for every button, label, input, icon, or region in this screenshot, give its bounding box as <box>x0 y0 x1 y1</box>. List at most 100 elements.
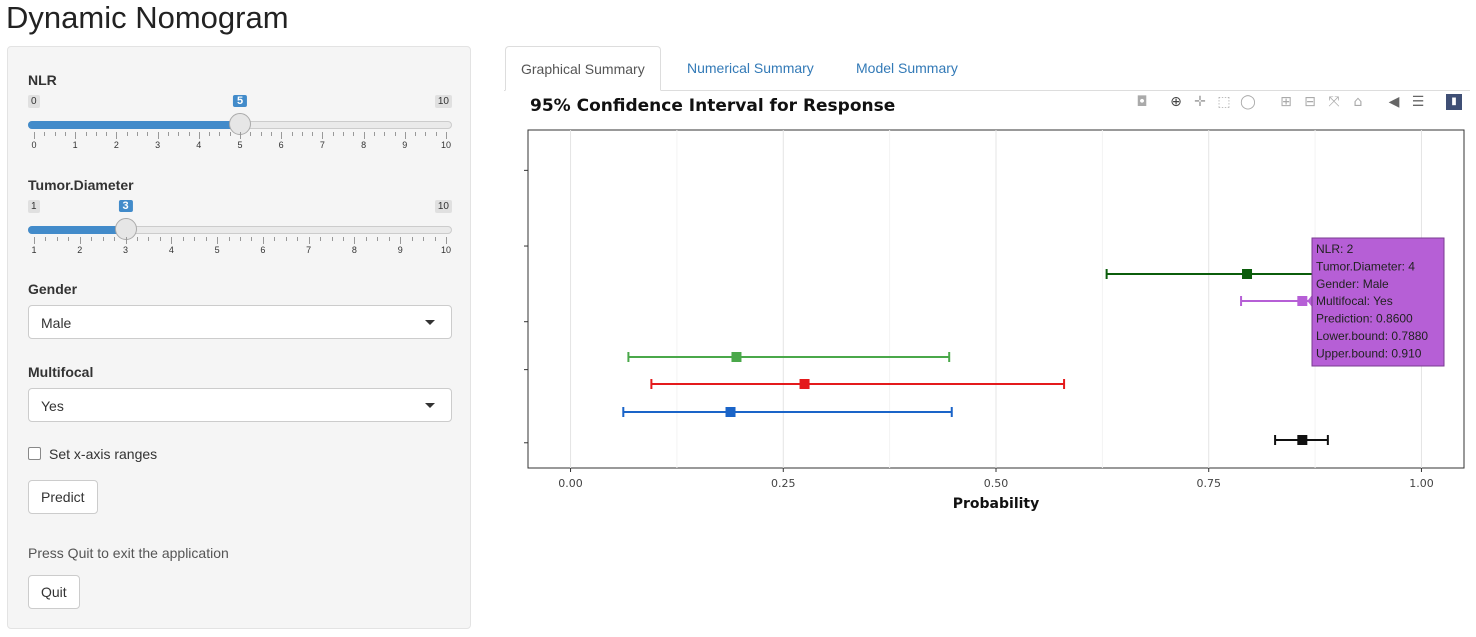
chevron-down-icon <box>425 403 435 408</box>
plotly-logo-icon[interactable]: ▮ <box>1446 94 1462 110</box>
slider-tick <box>114 237 116 241</box>
tab-bar: Graphical Summary Numerical Summary Mode… <box>504 46 1470 91</box>
slider-tick <box>301 132 303 136</box>
slider-tick <box>434 237 436 241</box>
slider-tick <box>377 237 379 241</box>
pan-icon[interactable]: ✛ <box>1194 94 1206 110</box>
app-title: Dynamic Nomogram <box>6 0 289 35</box>
slider-value-label: 5 <box>232 95 248 107</box>
tooltip-line: NLR: 2 <box>1316 242 1354 256</box>
camera-icon[interactable]: ◘ <box>1136 94 1148 110</box>
tumor-diameter-slider[interactable]: 1 10 3 1 2 3 4 5 6 7 8 9 10 <box>28 200 452 270</box>
autoscale-icon[interactable]: ⤧ <box>1328 94 1340 110</box>
slider-tick <box>331 237 333 241</box>
slider-tick <box>373 132 375 136</box>
slider-tick-label: 3 <box>123 245 129 255</box>
x-tick-label: 0.50 <box>984 477 1009 490</box>
checkbox-icon[interactable] <box>28 447 41 460</box>
tab-numerical-summary[interactable]: Numerical Summary <box>687 60 814 76</box>
tooltip-line: Gender: Male <box>1316 277 1389 291</box>
slider-tick <box>182 237 184 241</box>
nlr-slider[interactable]: 0 10 5 0 1 2 3 4 5 6 7 8 9 10 <box>28 95 452 165</box>
slider-tick <box>446 237 447 244</box>
x-axis-label: Probability <box>953 496 1040 512</box>
slider-tick <box>157 132 159 139</box>
slider-tick <box>85 132 87 136</box>
slider-fill <box>28 121 240 129</box>
slider-tick <box>423 237 425 241</box>
slider-tick-label: 6 <box>278 140 284 150</box>
slider-tick <box>394 132 396 136</box>
slider-tick <box>45 237 47 241</box>
slider-tick <box>343 132 344 136</box>
tumor-diameter-label: Tumor.Diameter <box>28 177 134 193</box>
slider-tick <box>54 132 56 136</box>
slider-tick-label: 3 <box>155 140 161 150</box>
slider-tick <box>320 237 322 241</box>
slider-tick <box>116 132 118 139</box>
tab-model-summary[interactable]: Model Summary <box>856 60 958 76</box>
slider-tick <box>79 237 81 244</box>
slider-tick <box>56 237 58 241</box>
slider-tick <box>68 237 70 241</box>
multifocal-select[interactable]: Yes <box>28 388 452 422</box>
slider-tick-label: 4 <box>168 245 174 255</box>
slider-tick <box>188 132 190 136</box>
prediction-marker <box>1242 269 1253 279</box>
slider-tick <box>171 237 173 244</box>
slider-tick <box>353 132 355 136</box>
gender-select[interactable]: Male <box>28 305 452 339</box>
xaxis-range-checkbox[interactable]: Set x-axis ranges <box>28 446 157 462</box>
nlr-label: NLR <box>28 72 57 88</box>
tooltip-pointer <box>1307 295 1312 307</box>
hover-compare-icon[interactable]: ☰ <box>1411 94 1425 110</box>
tooltip-line: Upper.bound: 0.910 <box>1316 346 1422 360</box>
slider-tick <box>217 237 219 244</box>
slider-tick-label: 9 <box>402 140 408 150</box>
slider-tick <box>343 237 344 241</box>
slider-max-label: 10 <box>434 95 452 108</box>
slider-tick <box>34 237 35 244</box>
gender-label: Gender <box>28 281 78 297</box>
slider-tick <box>435 132 437 136</box>
gender-select-value: Male <box>41 315 72 331</box>
slider-tick <box>274 237 276 241</box>
slider-tick <box>415 132 417 136</box>
slider-tick-label: 0 <box>31 140 37 150</box>
reset-axes-icon[interactable]: ⌂ <box>1353 94 1363 110</box>
tab-graphical-summary[interactable]: Graphical Summary <box>505 46 661 91</box>
tooltip-line: Prediction: 0.8600 <box>1316 312 1413 326</box>
slider-tick <box>229 132 231 136</box>
slider-fill <box>28 226 126 234</box>
slider-ticks <box>28 132 452 140</box>
slider-tick <box>388 237 390 241</box>
slider-tick <box>137 132 138 136</box>
slider-tick-label: 8 <box>351 245 357 255</box>
prediction-marker <box>1297 296 1308 306</box>
lasso-icon[interactable]: ◯ <box>1240 94 1256 110</box>
hover-closest-icon[interactable]: ◀ <box>1388 94 1400 110</box>
slider-tick <box>250 132 252 136</box>
slider-tick <box>34 132 35 139</box>
slider-tick <box>159 237 161 241</box>
slider-tick <box>446 132 447 139</box>
tooltip-line: Lower.bound: 0.7880 <box>1316 329 1428 343</box>
zoom-out-icon[interactable]: ⊟ <box>1304 94 1316 110</box>
slider-tick <box>262 237 264 244</box>
zoom-icon[interactable]: ⊕ <box>1170 94 1182 110</box>
ci-chart[interactable]: 0.00 0.25 0.50 0.75 1.00 Probability NLR: 2 Tum… <box>504 118 1470 518</box>
quit-button[interactable]: Quit <box>28 575 80 609</box>
box-select-icon[interactable]: ⬚ <box>1217 94 1231 110</box>
slider-tick <box>125 237 127 244</box>
prediction-marker <box>725 407 736 417</box>
slider-tick <box>240 237 241 241</box>
predict-button[interactable]: Predict <box>28 480 98 514</box>
x-tick-label: 0.75 <box>1196 477 1221 490</box>
slider-tick <box>365 237 367 241</box>
slider-tick <box>64 132 66 136</box>
slider-tick <box>308 237 310 244</box>
zoom-in-icon[interactable]: ⊞ <box>1280 94 1292 110</box>
slider-tick <box>363 132 365 139</box>
slider-tick-label: 2 <box>113 140 119 150</box>
slider-tick <box>198 132 200 139</box>
